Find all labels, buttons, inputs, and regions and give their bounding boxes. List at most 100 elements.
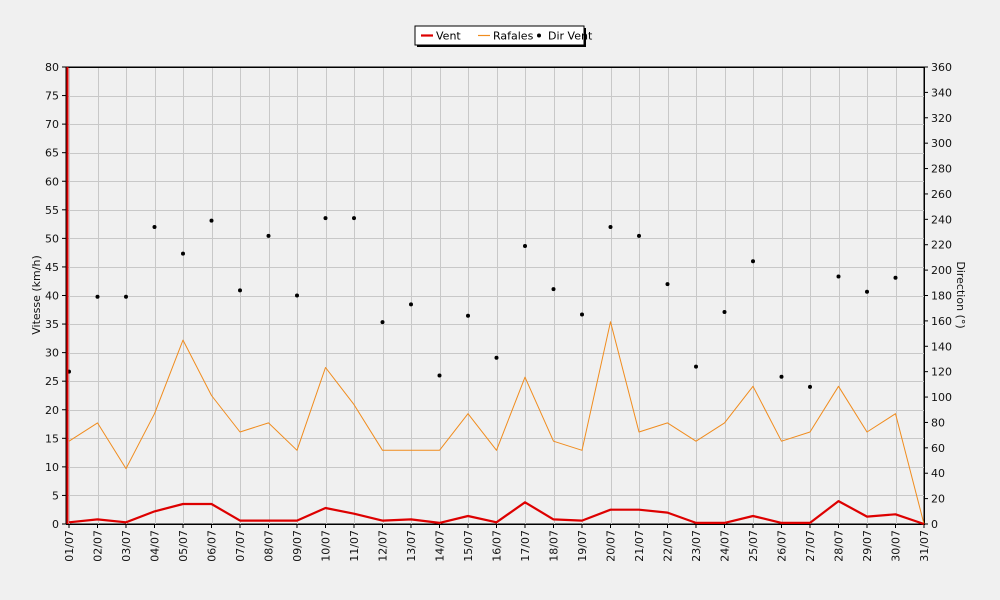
legend-label-vent: Vent <box>436 30 461 43</box>
y-tick-label: 60 <box>45 175 59 188</box>
x-tick-label: 20/07 <box>605 530 618 562</box>
series-point-dir-vent <box>865 289 869 294</box>
series-point-dir-vent <box>124 294 128 299</box>
y2-tick-label: 180 <box>931 290 952 303</box>
y-tick-label: 15 <box>45 432 59 445</box>
x-tick-label: 24/07 <box>719 530 732 562</box>
y-tick-label: 20 <box>45 404 59 417</box>
series-point-dir-vent <box>181 251 185 256</box>
y-tick-label: 75 <box>45 90 59 103</box>
series-point-dir-vent <box>152 224 157 229</box>
series-point-dir-vent <box>266 233 271 238</box>
x-tick-label: 03/07 <box>120 530 133 562</box>
x-tick-label: 28/07 <box>833 530 846 562</box>
y2-tick-label: 360 <box>931 61 952 74</box>
y2-axis-title: Direction (°) <box>954 261 967 328</box>
x-tick-label: 29/07 <box>861 530 874 562</box>
y-tick-label: 10 <box>45 461 59 474</box>
series-line-rafales <box>68 321 925 525</box>
series-line-vent <box>68 500 925 526</box>
series-point-dir-vent <box>494 355 499 360</box>
x-tick-label: 08/07 <box>263 530 276 562</box>
legend-label-dir-vent: Dir Vent <box>548 30 593 43</box>
series-point-dir-vent <box>409 302 413 307</box>
y-tick-label: 35 <box>45 318 59 331</box>
plot-area <box>65 66 925 525</box>
y-tick-label: 80 <box>45 61 59 74</box>
x-tick-label: 07/07 <box>234 530 247 562</box>
series-point-dir-vent <box>380 320 385 325</box>
legend-label-rafales: Rafales <box>493 30 534 43</box>
x-tick-label: 10/07 <box>320 530 333 562</box>
y2-tick-label: 20 <box>931 493 945 506</box>
y-tick-label: 25 <box>45 375 59 388</box>
x-tick-label: 21/07 <box>633 530 646 562</box>
y-tick-label: 5 <box>52 489 59 502</box>
y-tick-label: 30 <box>45 347 59 360</box>
y2-tick-label: 280 <box>931 163 952 176</box>
series-point-dir-vent <box>352 216 356 221</box>
series-point-dir-vent <box>808 384 812 389</box>
x-tick-label: 17/07 <box>519 530 532 562</box>
x-tick-label: 11/07 <box>348 530 361 562</box>
x-tick-label: 18/07 <box>548 530 561 562</box>
y2-tick-label: 240 <box>931 213 952 226</box>
x-tick-label: 01/07 <box>63 530 76 562</box>
series-point-dir-vent <box>466 313 470 318</box>
x-tick-label: 06/07 <box>206 530 219 562</box>
y-tick-label: 70 <box>45 118 59 131</box>
series-point-dir-vent <box>608 224 613 229</box>
series-point-dir-vent <box>209 218 214 223</box>
series-point-dir-vent <box>95 294 100 299</box>
x-tick-label: 14/07 <box>434 530 447 562</box>
series-point-dir-vent <box>665 282 670 287</box>
y2-tick-label: 140 <box>931 340 952 353</box>
y2-tick-label: 60 <box>931 442 945 455</box>
series-point-dir-vent <box>751 259 755 264</box>
y-tick-label: 0 <box>52 518 59 531</box>
y-axis-title: Vitesse (km/h) <box>30 255 43 335</box>
series-point-dir-vent <box>580 312 584 317</box>
x-tick-label: 27/07 <box>804 530 817 562</box>
y-tick-label: 40 <box>45 290 59 303</box>
y2-tick-label: 80 <box>931 416 945 429</box>
y2-tick-label: 0 <box>931 518 938 531</box>
y2-tick-label: 260 <box>931 188 952 201</box>
x-tick-label: 31/07 <box>918 530 931 562</box>
x-tick-label: 15/07 <box>462 530 475 562</box>
series-point-dir-vent <box>551 287 556 292</box>
series-point-dir-vent <box>836 274 841 279</box>
y2-tick-label: 40 <box>931 467 945 480</box>
series-point-dir-vent <box>523 243 527 248</box>
x-tick-label: 05/07 <box>177 530 190 562</box>
series-point-dir-vent <box>694 364 698 369</box>
x-tick-label: 22/07 <box>662 530 675 562</box>
series-point-dir-vent <box>437 373 442 378</box>
series-point-dir-vent <box>238 288 242 293</box>
x-tick-label: 23/07 <box>690 530 703 562</box>
x-tick-label: 25/07 <box>747 530 760 562</box>
x-tick-label: 26/07 <box>776 530 789 562</box>
x-tick-label: 04/07 <box>149 530 162 562</box>
series-point-dir-vent <box>637 233 641 238</box>
x-tick-label: 19/07 <box>576 530 589 562</box>
x-tick-label: 30/07 <box>890 530 903 562</box>
y-tick-label: 50 <box>45 232 59 245</box>
x-tick-label: 16/07 <box>491 530 504 562</box>
y2-tick-label: 220 <box>931 239 952 252</box>
y-tick-label: 65 <box>45 147 59 160</box>
y2-tick-label: 320 <box>931 112 952 125</box>
y2-tick-label: 300 <box>931 137 952 150</box>
y-tick-label: 45 <box>45 261 59 274</box>
y2-tick-label: 200 <box>931 264 952 277</box>
series-point-dir-vent <box>779 374 784 379</box>
legend-box <box>414 25 585 46</box>
y2-tick-label: 100 <box>931 391 952 404</box>
y-tick-label: 55 <box>45 204 59 217</box>
series-point-dir-vent <box>323 216 328 221</box>
x-tick-label: 13/07 <box>405 530 418 562</box>
series-point-dir-vent <box>295 293 299 298</box>
y2-tick-label: 120 <box>931 366 952 379</box>
